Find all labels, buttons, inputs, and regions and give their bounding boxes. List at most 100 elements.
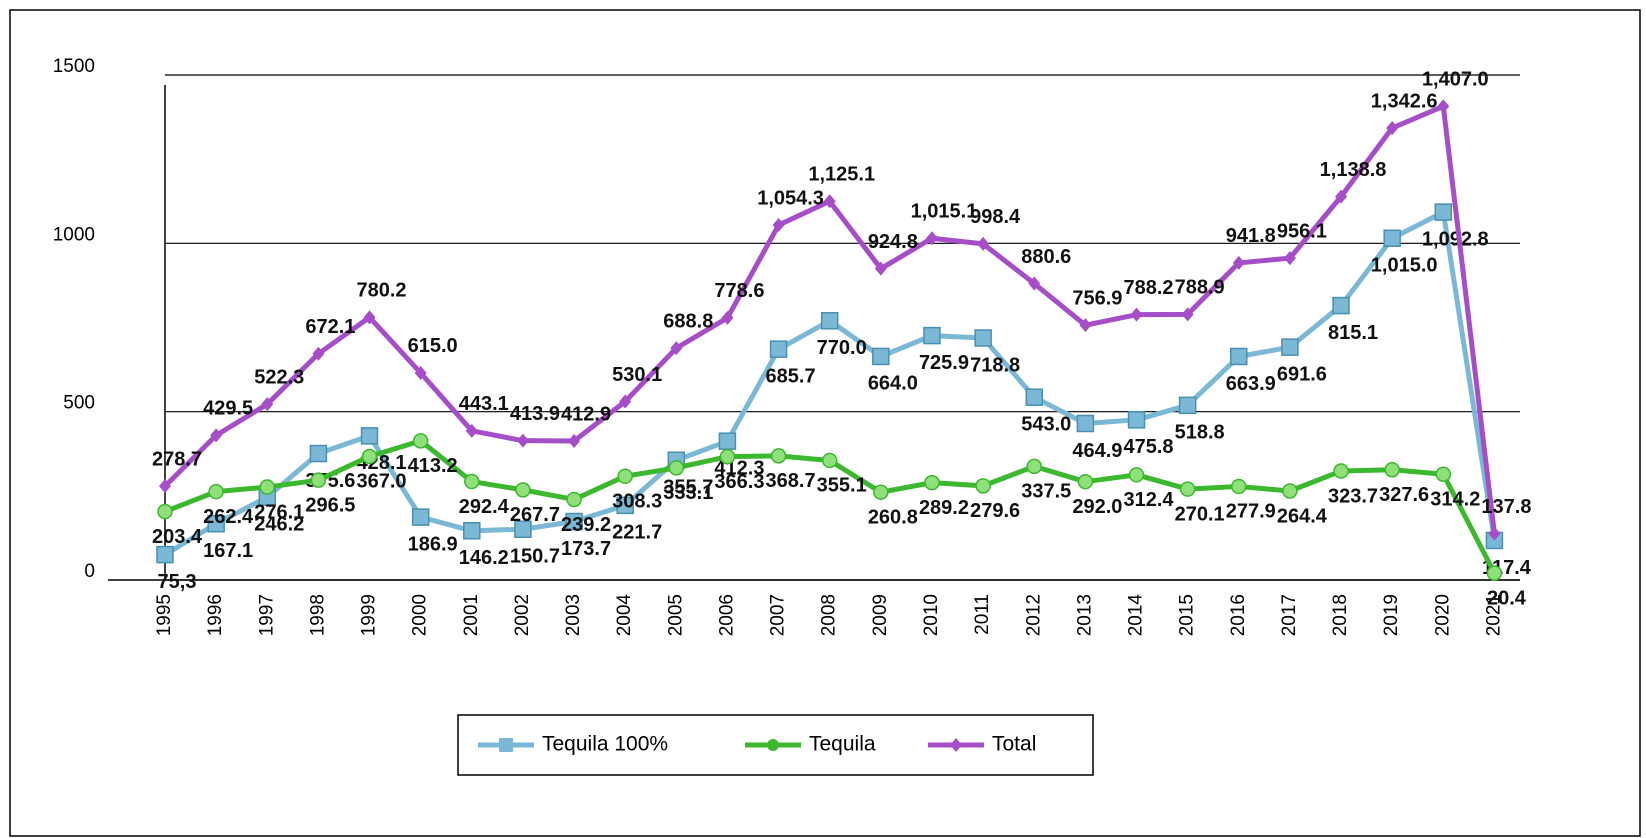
- data-label: 150.7: [510, 546, 560, 568]
- data-label: 276.1: [254, 501, 304, 523]
- data-label: 1,342.6: [1371, 90, 1438, 112]
- point-marker: [1178, 396, 1197, 415]
- point-marker: [1434, 203, 1453, 221]
- data-label: 312.4: [1123, 489, 1174, 511]
- data-label: 543.0: [1021, 413, 1071, 435]
- point-marker: [670, 341, 683, 356]
- data-label: 366.3: [714, 471, 764, 493]
- point-marker: [565, 512, 583, 531]
- data-label: 522.3: [254, 366, 304, 388]
- data-label: 664.0: [868, 373, 918, 395]
- data-label: 1,054.3: [757, 187, 824, 209]
- point-marker: [821, 452, 838, 469]
- data-label: 1,092.8: [1422, 228, 1489, 250]
- x-tick-label: 2017: [1279, 594, 1300, 636]
- data-label: 260.8: [868, 506, 918, 528]
- point-marker: [1386, 120, 1399, 135]
- x-tick-label: 2009: [870, 594, 891, 636]
- point-marker: [464, 473, 480, 490]
- data-label: 756.9: [1072, 287, 1122, 309]
- y-tick-label: 0: [84, 561, 95, 582]
- data-label: 75,3: [158, 571, 197, 593]
- point-marker: [1076, 414, 1095, 433]
- data-label: 530.1: [612, 364, 662, 386]
- point-marker: [1130, 307, 1143, 322]
- data-label: 1,138.8: [1320, 159, 1387, 181]
- point-marker: [1181, 307, 1194, 322]
- point-marker: [1435, 466, 1452, 482]
- x-tick-label: 2012: [1023, 594, 1044, 636]
- data-label: 333.1: [663, 482, 713, 504]
- data-label: 289.2: [919, 497, 969, 519]
- data-label: 355.1: [817, 475, 867, 497]
- data-label: 880.6: [1021, 246, 1071, 268]
- legend-marker: [499, 738, 513, 752]
- x-tick-label: 2003: [563, 594, 584, 636]
- point-marker: [463, 522, 481, 540]
- legend-marker: [767, 739, 779, 751]
- point-marker: [872, 347, 890, 366]
- x-tick-label: 1995: [154, 594, 175, 636]
- x-tick-label: 1996: [205, 594, 226, 636]
- data-label: 778.6: [714, 280, 764, 302]
- point-marker: [619, 394, 632, 409]
- data-label: 308.3: [612, 490, 662, 512]
- point-marker: [1437, 99, 1450, 114]
- point-marker: [363, 310, 376, 325]
- point-marker: [1332, 296, 1350, 315]
- point-marker: [616, 496, 634, 515]
- y-tick-label: 1500: [53, 56, 95, 77]
- data-label: 270.1: [1175, 503, 1225, 525]
- data-label: 239.2: [561, 514, 611, 536]
- data-label: 355.7: [663, 477, 713, 499]
- point-marker: [414, 365, 427, 380]
- x-tick-label: 2006: [716, 594, 737, 636]
- data-label: 323.7: [1328, 485, 1378, 507]
- legend-label: Tequila: [809, 733, 876, 756]
- point-marker: [361, 448, 378, 465]
- data-label: 1,015.0: [1371, 255, 1438, 277]
- point-marker: [617, 468, 633, 484]
- point-marker: [1230, 347, 1248, 366]
- point-marker: [1025, 388, 1043, 406]
- x-tick-label: 2014: [1126, 594, 1147, 637]
- point-marker: [1179, 481, 1196, 497]
- point-marker: [261, 397, 274, 412]
- point-marker: [1333, 463, 1349, 479]
- point-marker: [412, 433, 429, 449]
- point-marker: [923, 326, 941, 345]
- x-tick-label: 2005: [665, 594, 686, 636]
- data-label: 278.7: [152, 448, 202, 470]
- data-label: 691.6: [1277, 363, 1327, 385]
- y-tick-label: 500: [63, 393, 95, 414]
- data-label: 413.9: [510, 403, 560, 425]
- x-tick-label: 2008: [819, 594, 840, 636]
- data-label: 443.1: [459, 393, 509, 415]
- x-tick-label: 2015: [1177, 594, 1198, 636]
- data-label: 429.5: [203, 398, 253, 420]
- x-tick-label: 1998: [307, 594, 328, 636]
- point-marker: [873, 484, 889, 500]
- data-label: 203.4: [152, 526, 203, 548]
- data-label: 262.4: [203, 506, 254, 528]
- x-tick-label: 2001: [461, 594, 482, 636]
- point-marker: [1282, 483, 1298, 499]
- data-label: 718.8: [970, 354, 1020, 376]
- point-marker: [1383, 229, 1401, 248]
- x-tick-label: 2016: [1228, 594, 1249, 636]
- data-label: 167.1: [203, 540, 253, 562]
- point-marker: [208, 483, 224, 500]
- point-marker: [769, 340, 788, 358]
- data-label: 924.8: [868, 231, 918, 253]
- point-marker: [312, 346, 325, 361]
- point-marker: [718, 432, 737, 450]
- data-label: 368.7: [766, 470, 816, 492]
- data-label: 173.7: [561, 538, 611, 560]
- data-label: 788.2: [1123, 277, 1173, 299]
- x-tick-label: 2010: [921, 594, 942, 636]
- data-label: 137.8: [1481, 496, 1531, 518]
- point-marker: [259, 479, 276, 495]
- point-marker: [310, 472, 327, 488]
- data-label: 327.6: [1379, 484, 1429, 506]
